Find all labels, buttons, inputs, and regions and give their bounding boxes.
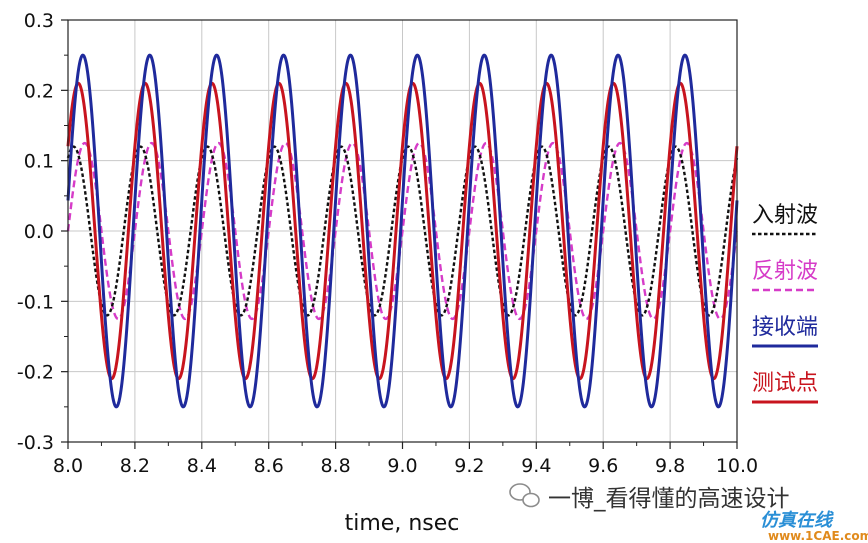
y-tick-label: 0.3 xyxy=(24,10,54,32)
y-tick-label: -0.3 xyxy=(17,432,54,454)
legend-label-2: 反射波 xyxy=(752,259,818,284)
watermark-caption: 一博_看得懂的高速设计 xyxy=(548,486,790,512)
x-tick-label: 9.2 xyxy=(454,455,484,477)
series-line-3 xyxy=(66,53,739,409)
y-tick-label: 0.1 xyxy=(24,151,54,173)
x-tick-label: 8.2 xyxy=(120,455,150,477)
x-tick-label: 8.6 xyxy=(254,455,284,477)
x-tick-label: 8.0 xyxy=(53,455,83,477)
x-tick-label: 9.8 xyxy=(655,455,685,477)
watermark-logo-url: www.1CAE.com xyxy=(768,529,868,543)
x-tick-label: 9.0 xyxy=(387,455,417,477)
x-tick-label: 10.0 xyxy=(716,455,758,477)
x-tick-label: 8.8 xyxy=(320,455,350,477)
x-axis: 8.0 8.2 8.4 8.6 8.8 9.0 9.2 9.4 9.6 9.8 10.0 xyxy=(53,442,758,477)
y-tick-label: -0.2 xyxy=(17,362,54,384)
watermark-logo-text: 仿真在线 xyxy=(760,510,834,531)
y-tick-label: -0.1 xyxy=(17,291,54,313)
x-tick-label: 8.4 xyxy=(187,455,217,477)
legend-label-3: 接收端 xyxy=(752,315,818,340)
series-line-2 xyxy=(66,141,739,321)
series-layer xyxy=(66,53,739,409)
y-axis: -0.3 -0.2 -0.1 0.0 0.1 0.2 0.3 xyxy=(17,10,68,454)
y-tick-label: 0.2 xyxy=(24,80,54,102)
legend-label-1: 入射波 xyxy=(752,203,818,228)
x-tick-label: 9.6 xyxy=(588,455,618,477)
watermark: 一博_看得懂的高速设计 仿真在线 www.1CAE.com xyxy=(509,483,868,543)
series-line-4 xyxy=(66,81,739,381)
legend-label-4: 测试点 xyxy=(752,371,818,396)
x-axis-label: time, nsec xyxy=(345,511,460,536)
x-tick-label: 9.4 xyxy=(521,455,551,477)
y-tick-label: 0.0 xyxy=(24,221,54,243)
wechat-icon xyxy=(509,483,540,508)
